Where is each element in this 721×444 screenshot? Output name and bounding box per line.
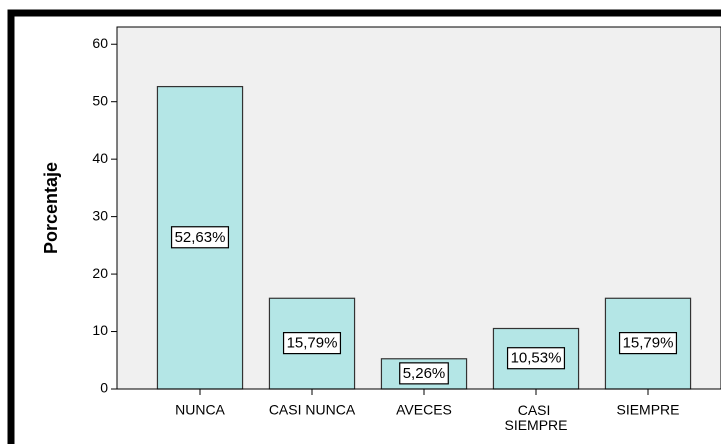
x-tick-label: CASI NUNCA [269,402,356,418]
y-tick-label: 60 [92,35,108,51]
value-label-box [618,332,678,355]
x-tick-label: SIEMPRE [616,402,679,418]
y-axis-label: Porcentaje [41,162,61,254]
value-label: 10,53% [511,350,562,367]
x-tick-label: AVECES [396,402,452,418]
value-label-box [399,362,449,385]
value-label-box [282,332,342,355]
y-tick-label: 10 [92,322,108,338]
value-label: 15,79% [623,335,674,352]
y-tick-label: 20 [92,265,108,281]
y-tick-label: 40 [92,150,108,166]
value-label: 52,63% [175,229,226,246]
x-tick-label: NUNCA [175,402,225,418]
x-tick-label-line: CASI [518,402,555,418]
value-label-box [170,226,230,249]
y-tick-label: 30 [92,207,108,223]
x-tick-label: CASI SIEMPRE [504,402,567,433]
value-label: 5,26% [403,365,446,382]
y-tick-label: 0 [100,380,108,396]
value-label-box [506,347,566,370]
x-tick-label-line: SIEMPRE [504,417,567,433]
y-tick-label: 50 [92,92,108,108]
value-label: 15,79% [287,335,338,352]
